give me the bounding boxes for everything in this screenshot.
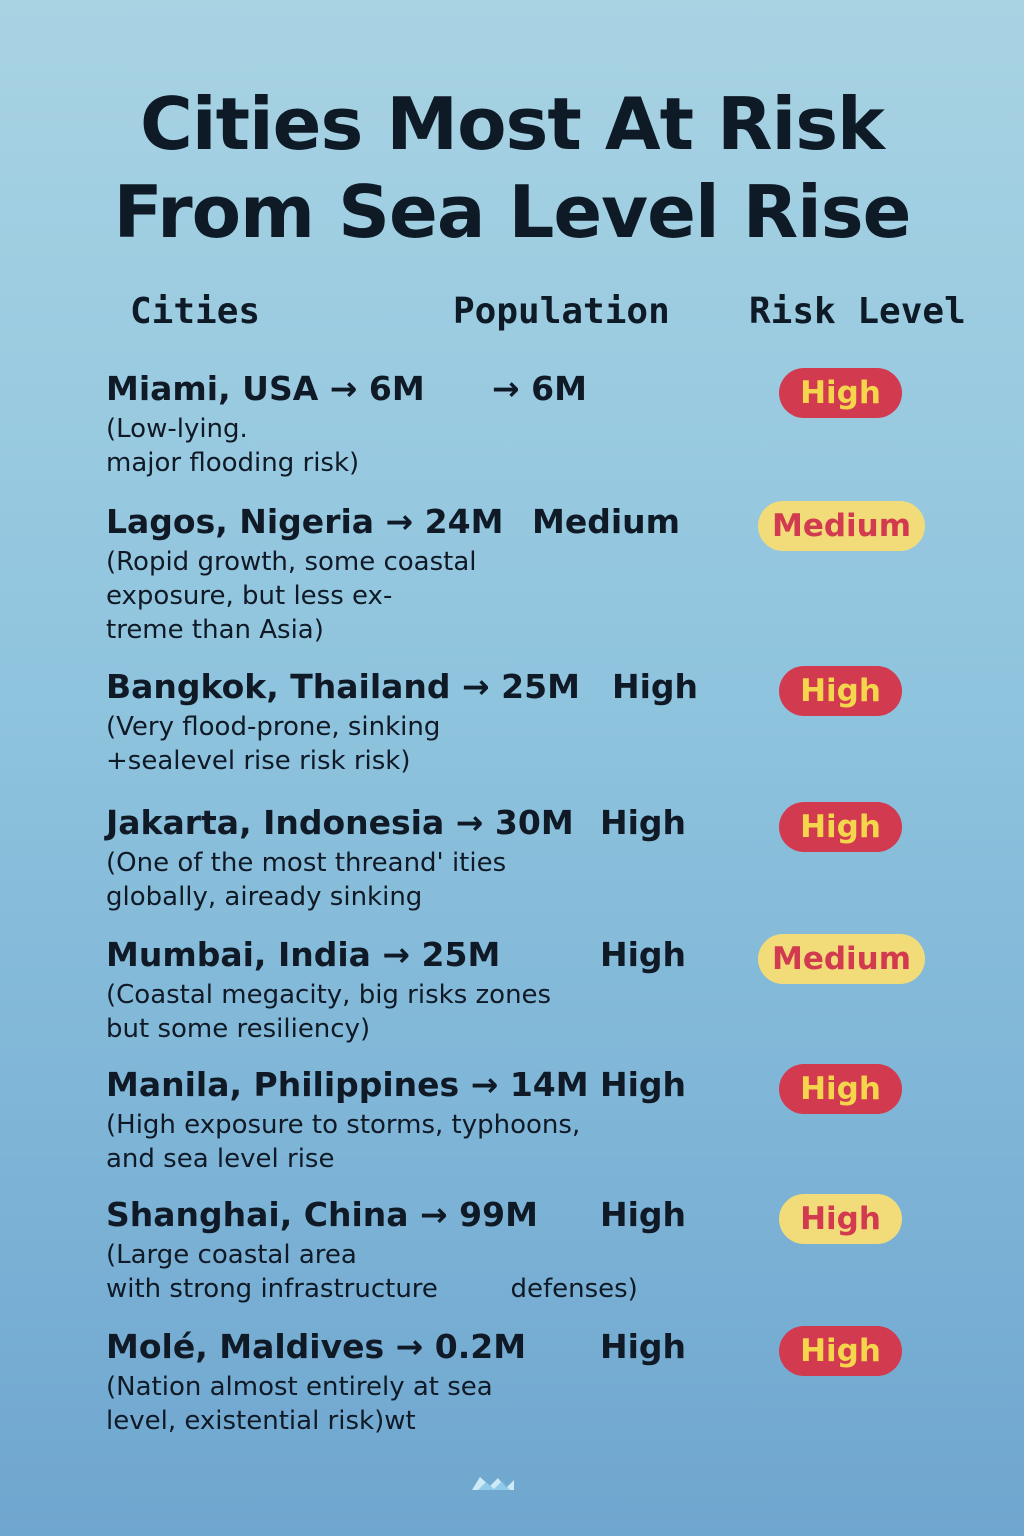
- description-line: (Low-lying.: [106, 414, 248, 444]
- city-description: (Large coastal area with strong infrastr…: [106, 1238, 706, 1306]
- city-name: Molé, Maldives → 0.2M: [106, 1326, 526, 1368]
- city-description: (Nation almost entirely at sea level, ex…: [106, 1370, 706, 1438]
- city-label: Lagos, Nigeria: [106, 502, 375, 541]
- page-title: Cities Most At Risk From Sea Level Rise: [0, 80, 1024, 256]
- description-text: with strong infrastructure: [106, 1274, 438, 1304]
- description-line: (Coastal megacity, big risks zones: [106, 980, 552, 1010]
- city-label: Jakarta, Indonesia: [106, 803, 445, 842]
- risk-badge: High: [779, 802, 902, 852]
- city-label: Bangkok, Thailand: [106, 667, 451, 706]
- description-line: major flooding risk): [106, 448, 360, 478]
- description-line: exposure, but less ex-: [106, 581, 393, 611]
- risk-badge: High: [779, 368, 902, 418]
- description-line: level, existential risk)wt: [106, 1406, 416, 1436]
- population-value: → 0.2M: [395, 1327, 527, 1366]
- city-description: (Ropid growth, some coastal exposure, bu…: [106, 545, 706, 647]
- city-label: Mumbai, India: [106, 935, 371, 974]
- city-name: Jakarta, Indonesia → 30M: [106, 802, 574, 844]
- population-column-value: High: [600, 1065, 687, 1104]
- city-description: (Low-lying. major flooding risk): [106, 412, 706, 480]
- population-value: → 30M: [455, 803, 574, 842]
- column-header-population: Population: [453, 291, 670, 332]
- city-name: Bangkok, Thailand → 25M: [106, 666, 580, 708]
- population-column-value: High: [612, 667, 699, 706]
- population-column-value: Medium: [532, 502, 681, 541]
- population-column-value: High: [600, 803, 687, 842]
- city-description: (High exposure to storms, typhoons, and …: [106, 1108, 706, 1176]
- description-line: globally, aiready sinking: [106, 882, 423, 912]
- city-name: Miami, USA → 6M: [106, 368, 425, 410]
- city-name: Mumbai, India → 25M: [106, 934, 500, 976]
- population-value: → 24M: [385, 502, 504, 541]
- column-header-cities: Cities: [130, 291, 261, 332]
- population-value: → 99M: [420, 1195, 538, 1234]
- city-label: Shanghai, China: [106, 1195, 409, 1234]
- title-line-2: From Sea Level Rise: [113, 170, 911, 254]
- population-column-value: → 6M: [492, 369, 587, 408]
- description-line: (Nation almost entirely at sea: [106, 1372, 493, 1402]
- scribble-artifact: [472, 1477, 514, 1490]
- city-label: Miami, USA: [106, 369, 319, 408]
- title-line-1: Cities Most At Risk: [140, 82, 885, 166]
- city-name: Lagos, Nigeria → 24M: [106, 501, 503, 543]
- column-header-risk-level: Risk Level: [749, 291, 966, 332]
- city-label: Manila, Philippines: [106, 1065, 460, 1104]
- population-value: → 25M: [382, 935, 501, 974]
- population-value: → 6M: [329, 369, 425, 408]
- description-line: treme than Asia): [106, 615, 324, 645]
- description-line: (One of the most threand' ities: [106, 848, 507, 878]
- risk-badge: High: [779, 1326, 902, 1376]
- risk-badge: High: [779, 1064, 902, 1114]
- description-line: +sealevel rise risk risk): [106, 746, 411, 776]
- population-value: → 14M: [470, 1065, 589, 1104]
- risk-badge: Medium: [758, 501, 925, 551]
- city-description: (Very flood-prone, sinking +sealevel ris…: [106, 710, 706, 778]
- risk-badge: High: [779, 1194, 902, 1244]
- description-line: (Ropid growth, some coastal: [106, 547, 477, 577]
- city-name: Shanghai, China → 99M: [106, 1194, 538, 1236]
- description-line: (High exposure to storms, typhoons,: [106, 1110, 581, 1140]
- population-value: → 25M: [462, 667, 580, 706]
- city-description: (Coastal megacity, big risks zones but s…: [106, 978, 706, 1046]
- city-label: Molé, Maldives: [106, 1327, 385, 1366]
- population-column-value: High: [600, 935, 687, 974]
- description-line: (Very flood-prone, sinking: [106, 712, 441, 742]
- description-text: defenses): [510, 1274, 638, 1304]
- description-line: (Large coastal area: [106, 1240, 357, 1270]
- city-description: (One of the most threand' ities globally…: [106, 846, 706, 914]
- description-line: and sea level rise: [106, 1144, 335, 1174]
- city-name: Manila, Philippines → 14M: [106, 1064, 589, 1106]
- description-line: with strong infrastructure defenses): [106, 1272, 706, 1306]
- population-column-value: High: [600, 1327, 687, 1366]
- risk-badge: Medium: [758, 934, 925, 984]
- risk-badge: High: [779, 666, 902, 716]
- population-column-value: High: [600, 1195, 687, 1234]
- description-line: but some resiliency): [106, 1014, 371, 1044]
